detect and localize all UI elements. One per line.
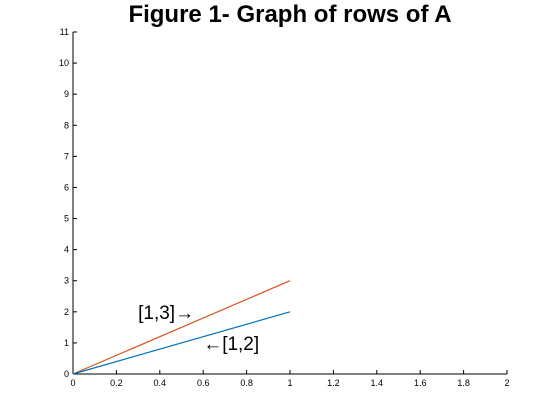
x-tick-label: 0.2	[110, 378, 123, 388]
x-tick-label: 1.4	[371, 378, 384, 388]
x-tick-label: 0	[70, 378, 75, 388]
y-tick-label: 2	[64, 307, 69, 317]
y-tick-label: 9	[64, 89, 69, 99]
y-tick-label: 1	[64, 338, 69, 348]
y-tick-label: 0	[64, 369, 69, 379]
annotation-label: ←[1,2]	[203, 334, 259, 355]
x-tick-label: 1.8	[457, 378, 470, 388]
y-tick-label: 10	[59, 58, 69, 68]
annotations: [1,3]→ ←[1,2]	[138, 303, 259, 355]
y-tick-label: 3	[64, 276, 69, 286]
series-line-1	[72, 280, 291, 375]
x-tick-label: 0.8	[240, 378, 253, 388]
y-tick-label: 6	[64, 182, 69, 192]
x-tick-label: 1	[287, 378, 292, 388]
y-tick-label: 7	[64, 151, 69, 161]
x-tick-label: 0.6	[197, 378, 210, 388]
x-tick-label: 0.4	[154, 378, 167, 388]
chart-title: Figure 1- Graph of rows of A	[128, 1, 451, 28]
axes: 0 0.2 0.4 0.6 0.8 1 1.2 1.4 1.6 1.8 2 0 1 2 3 4 5 6 7 8 9 10 1…	[59, 27, 510, 388]
y-tick-label: 5	[64, 214, 69, 224]
annotation-label: [1,3]→	[138, 303, 194, 324]
x-tick-label: 1.2	[327, 378, 340, 388]
y-tick-label: 8	[64, 120, 69, 130]
plot-lines	[72, 280, 291, 375]
y-tick-label: 4	[64, 245, 69, 255]
x-tick-label: 1.6	[414, 378, 427, 388]
series-line-2	[72, 311, 291, 375]
x-tick-label: 2	[504, 378, 509, 388]
y-tick-label: 11	[60, 27, 69, 37]
